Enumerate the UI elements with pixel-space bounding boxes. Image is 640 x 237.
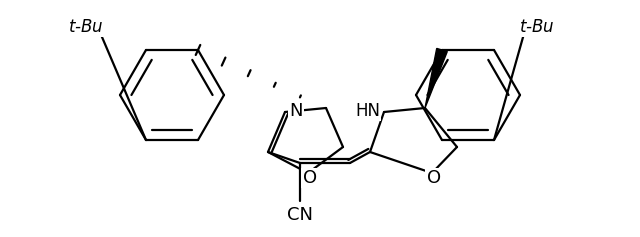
Text: N: N: [289, 102, 303, 120]
Text: O: O: [427, 169, 441, 187]
Text: HN: HN: [355, 102, 380, 120]
Text: O: O: [303, 169, 317, 187]
Text: $t$-Bu: $t$-Bu: [519, 18, 555, 36]
Polygon shape: [425, 48, 447, 108]
Text: $t$-Bu: $t$-Bu: [68, 18, 104, 36]
Text: CN: CN: [287, 206, 313, 224]
